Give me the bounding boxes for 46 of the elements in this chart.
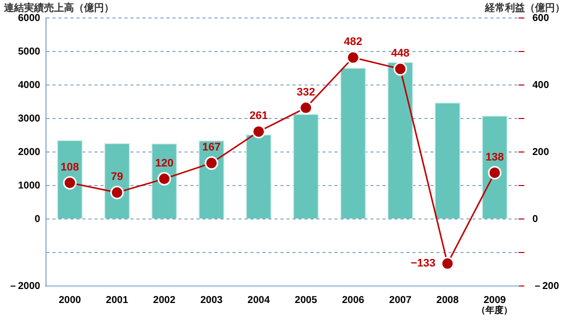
point [63, 176, 77, 190]
y-tick-label: 1000 [18, 180, 41, 192]
data-label: 120 [155, 157, 174, 170]
data-label: 448 [391, 47, 410, 60]
x-tick-label: 2005 [294, 294, 318, 306]
point [299, 101, 313, 115]
point [488, 166, 502, 180]
x-tick-label: 2006 [342, 294, 365, 306]
data-label: 261 [250, 110, 268, 122]
y2-tick-label: 200 [532, 146, 550, 158]
data-label: −133 [410, 258, 436, 270]
data-label: 138 [486, 151, 504, 164]
data-label: 482 [344, 36, 362, 48]
y-tick-label: 2000 [18, 146, 41, 158]
point [394, 62, 408, 76]
x-tick-label: 2000 [58, 294, 82, 306]
point [440, 256, 454, 270]
data-label: 332 [296, 86, 316, 98]
x-tick-label: 2009 [484, 294, 506, 306]
y-tick-label: 4000 [18, 80, 41, 91]
x-tick-label: 2003 [200, 294, 224, 306]
point [204, 156, 218, 170]
y2-tick-label: 0 [532, 214, 538, 225]
x-tick-label: 2002 [153, 294, 176, 306]
y-tick-label: 5000 [18, 46, 41, 58]
x-tick-label: 2007 [389, 294, 412, 306]
x-tick-label: 2004 [248, 294, 270, 306]
y-tick-label: －2000 [8, 280, 41, 292]
y2-axis-title: 経常利益（億円） [484, 2, 565, 14]
point [110, 186, 124, 200]
x-tick-label: 2001 [106, 294, 129, 306]
point [252, 124, 266, 138]
x-axis-title: （年度） [476, 304, 513, 315]
point [158, 172, 172, 186]
data-label: 167 [202, 142, 221, 154]
data-label: 108 [60, 161, 80, 174]
x-tick-label: 2008 [436, 294, 460, 306]
y2-tick-label: 600 [532, 12, 550, 24]
y2-tick-label: －200 [532, 280, 560, 292]
point [346, 50, 360, 64]
y-tick-label: 6000 [18, 12, 41, 24]
data-label: 79 [110, 171, 124, 184]
y-tick-label: 3000 [18, 113, 41, 124]
y-axis-title: 連結実績売上高（億円） [3, 2, 114, 14]
y2-tick-label: 400 [532, 80, 550, 91]
y-tick-label: 0 [34, 214, 41, 225]
